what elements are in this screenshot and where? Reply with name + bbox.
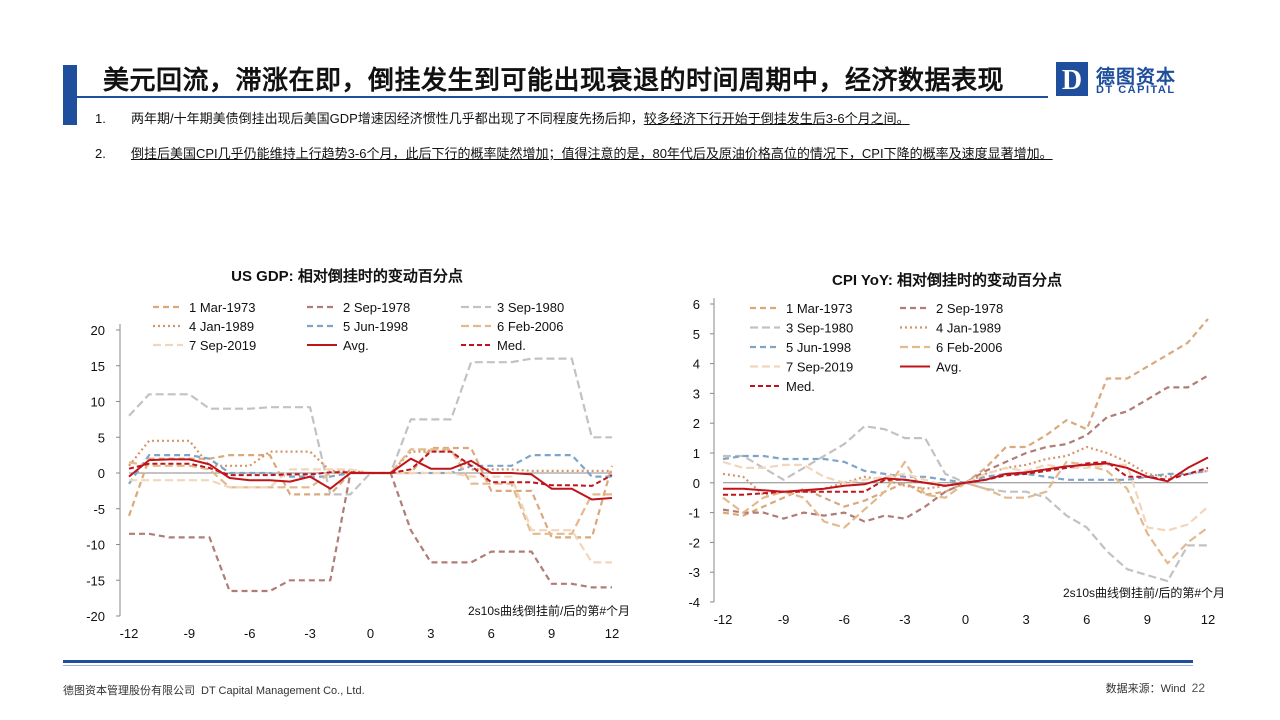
legend-label: 4 Jan-1989 [189,319,254,334]
series-line-8 [723,456,1209,493]
logo-mark-letter: D [1062,65,1082,96]
x-tick-label: 9 [1144,612,1151,627]
footer-rule [63,660,1193,663]
cpi-chart: CPI YoY: 相对倒挂时的变动百分点 6 5 4 3 2 1 0 -1 -2 -3 -4 -12 -9… [688,271,1225,627]
series-line-2 [722,374,1209,523]
legend-label: Med. [497,338,526,353]
footer-source: 数据来源：Wind 22 [1106,680,1205,696]
bullet-number: 1. [95,111,106,126]
x-tick-label: -6 [838,612,850,627]
bullet-text: 两年期/十年期美债倒挂出现后美国GDP增速因经济惯性几乎都出现了不同程度先扬后抑… [131,111,644,126]
x-tick-label: -12 [714,612,733,627]
logo-mark-icon: D [1056,62,1088,96]
y-tick-label: 20 [91,323,105,338]
bullet-item: 1. 两年期/十年期美债倒挂出现后美国GDP增速因经济惯性几乎都出现了不同程度先… [95,108,1175,129]
title-accent-bar [63,65,77,125]
legend-label: Avg. [343,338,369,353]
bullet-number: 2. [95,146,106,161]
x-tick-label: -12 [120,626,139,641]
company-logo: D 德图资本 DT CAPITAL [1056,62,1188,100]
logo-text-cn: 德图资本 [1096,67,1177,88]
x-tick-label: 0 [962,612,969,627]
legend-label: 2 Sep-1978 [936,301,1003,316]
legend-label: Avg. [936,360,962,375]
gdp-chart: US GDP: 相对倒挂时的变动百分点 20 15 10 5 0 -5 -10 -15 -20 -1… [86,267,630,641]
y-tick-label: 2 [693,416,700,431]
series-line-3 [723,425,1208,583]
y-tick-label: 1 [693,446,700,461]
chart-title: CPI YoY: 相对倒挂时的变动百分点 [832,271,1062,289]
page-number: 22 [1191,681,1205,695]
company-name-en: DT Capital Management Co., Ltd. [201,685,365,697]
legend-label: 7 Sep-2019 [786,360,853,375]
page-title: 美元回流，滞涨在即，倒挂发生到可能出现衰退的时间周期中，经济数据表现 [103,65,1005,95]
y-tick-label: 5 [693,327,700,342]
legend-label: 4 Jan-1989 [936,321,1001,336]
series-line-5 [722,454,1209,484]
series-line-6 [722,460,1209,565]
y-tick-label: -10 [86,538,105,553]
data-source: 数据来源：Wind [1105,683,1186,695]
y-tick-label: -20 [86,609,105,624]
y-tick-label: -5 [93,502,105,517]
y-tick-label: 4 [693,357,700,372]
bullet-list: 1. 两年期/十年期美债倒挂出现后美国GDP增速因经济惯性几乎都出现了不同程度先… [95,108,1175,178]
x-axis-annotation: 2s10s曲线倒挂前/后的第#个月 [468,603,630,618]
x-tick-label: -9 [184,626,196,641]
x-tick-label: 6 [1083,612,1090,627]
legend-label: 6 Feb-2006 [497,319,564,334]
footer-company: 德图资本管理股份有限公司 DT Capital Management Co., L… [63,682,365,698]
legend-label: 7 Sep-2019 [189,338,256,353]
chart-title: US GDP: 相对倒挂时的变动百分点 [231,267,463,285]
x-tick-label: -3 [304,626,316,641]
x-tick-label: 3 [1023,612,1030,627]
y-tick-label: -1 [688,506,700,521]
x-tick-label: 0 [367,626,374,641]
y-tick-label: 0 [693,476,700,491]
x-tick-label: 12 [605,626,619,641]
x-tick-label: -3 [899,612,911,627]
legend-label: 1 Mar-1973 [189,300,255,315]
legend-label: Med. [786,379,815,394]
series-line-2 [129,471,612,593]
x-tick-label: 3 [427,626,434,641]
y-tick-label: -15 [86,573,105,588]
x-tick-label: -9 [778,612,790,627]
footer-rule-thin [63,665,1193,666]
company-name-cn: 德图资本管理股份有限公司 [63,685,195,697]
title-underline [63,96,1048,98]
y-tick-label: -3 [688,565,700,580]
y-tick-label: 6 [693,297,700,312]
y-tick-label: 10 [91,395,105,410]
legend-label: 6 Feb-2006 [936,340,1003,355]
x-tick-label: 6 [488,626,495,641]
legend-label: 3 Sep-1980 [497,300,564,315]
legend-label: 5 Jun-1998 [343,319,408,334]
y-tick-label: -2 [688,535,700,550]
y-tick-label: 0 [98,466,105,481]
legend-label: 3 Sep-1980 [786,321,853,336]
logo-text-en: DT CAPITAL [1096,84,1176,96]
bullet-underlined-text: 较多经济下行开始于倒挂发生后3-6个月之间。 [643,111,910,126]
x-tick-label: 9 [548,626,555,641]
x-tick-label: -6 [244,626,256,641]
legend-label: 2 Sep-1978 [343,300,410,315]
y-tick-label: 15 [91,359,105,374]
series-line-7 [129,468,612,564]
y-tick-label: 3 [693,386,700,401]
series-line-9 [128,450,613,487]
y-tick-label: -4 [688,595,700,610]
legend-label: 5 Jun-1998 [786,340,851,355]
bullet-underlined-text: 倒挂后美国CPI几乎仍能维持上行趋势3-6个月，此后下行的概率陡然增加；值得注意… [131,146,1053,161]
bullet-item: 2. 倒挂后美国CPI几乎仍能维持上行趋势3-6个月，此后下行的概率陡然增加；值… [95,143,1175,164]
series-line-9 [723,460,1209,496]
y-tick-label: 5 [98,430,105,445]
x-axis-annotation: 2s10s曲线倒挂前/后的第#个月 [1063,585,1225,600]
legend-label: 1 Mar-1973 [786,301,852,316]
x-tick-label: 12 [1201,612,1215,627]
